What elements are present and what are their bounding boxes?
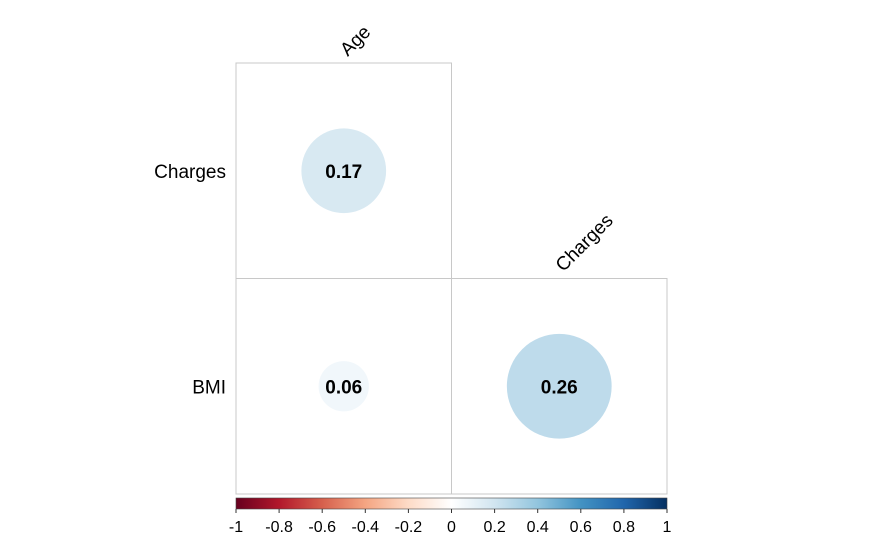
colorbar-tick-label: 0.8 [613,519,635,536]
row-label: BMI [192,377,226,398]
correlation-circle [506,333,612,439]
colorbar-tick-label: 0.2 [483,519,505,536]
correlation-value-label: 0.26 [541,377,578,398]
colorbar-tick-label: -1 [229,519,243,536]
colorbar-tick-label: -0.2 [395,519,423,536]
correlation-value-label: 0.06 [325,377,362,398]
colorbar-tick-label: -0.6 [308,519,336,536]
colorbar-tick-label: 0.6 [570,519,592,536]
row-label: Charges [154,162,226,183]
correlation-circle [301,128,387,214]
column-label: Charges [552,210,618,276]
colorbar-tick-label: -0.8 [265,519,293,536]
colorbar-tick-label: 0 [447,519,456,536]
correlation-value-label: 0.17 [325,162,362,183]
correlation-circles: 0.17 0.06 0.26 [301,128,612,439]
colorbar-gradient [235,497,668,510]
colorbar-tick-label: 0.4 [527,519,549,536]
colorbar-tick-label: 1 [663,519,672,536]
grid-cell [451,278,668,495]
row-labels: Charges BMI [154,162,226,399]
colorbar-tick-label: -0.4 [352,519,380,536]
correlation-circle [318,361,369,412]
colorbar: -1 -0.8 -0.6 -0.4 -0.2 0 0.2 0.4 0.6 0.8 1 [229,497,672,536]
column-label: Age [336,22,375,61]
cell-grid [235,62,668,495]
